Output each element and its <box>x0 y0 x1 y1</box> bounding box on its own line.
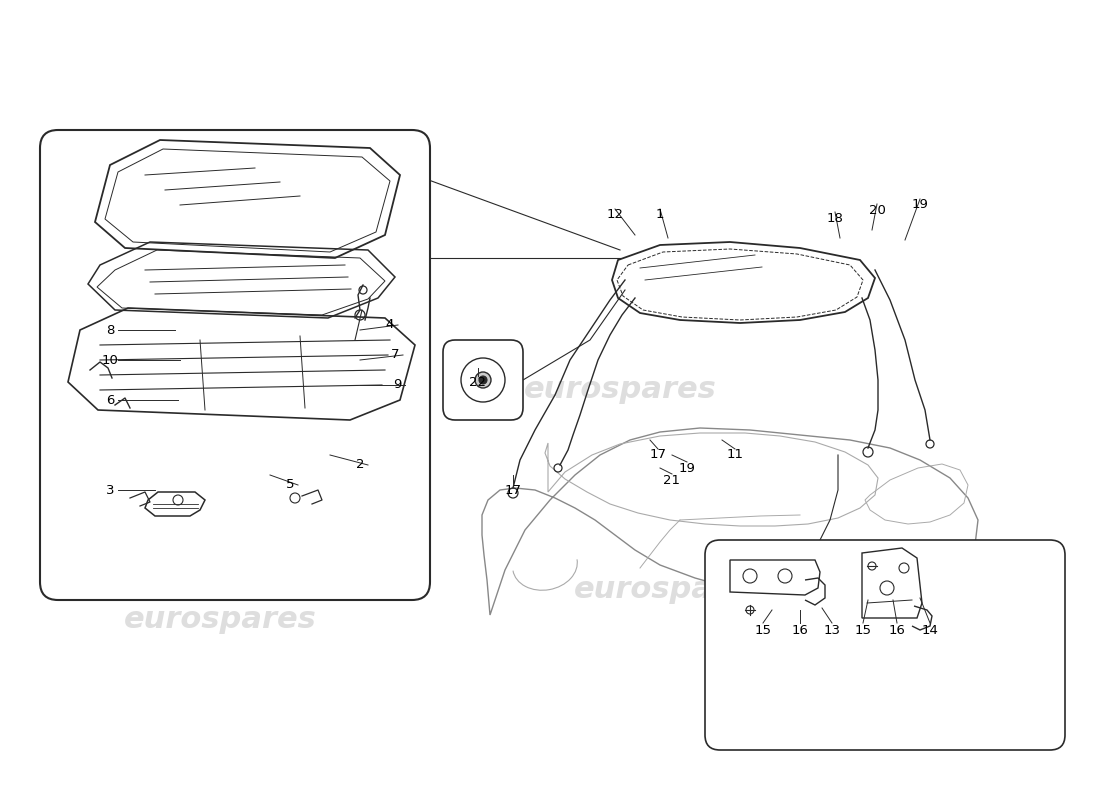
Circle shape <box>478 376 487 384</box>
Text: 14: 14 <box>922 623 938 637</box>
Text: 18: 18 <box>826 211 844 225</box>
Text: 16: 16 <box>792 623 808 637</box>
Text: 7: 7 <box>390 349 399 362</box>
Text: 8: 8 <box>106 323 114 337</box>
Text: 6: 6 <box>106 394 114 406</box>
Text: 16: 16 <box>889 623 905 637</box>
Text: 10: 10 <box>101 354 119 366</box>
Text: 2: 2 <box>355 458 364 471</box>
FancyBboxPatch shape <box>705 540 1065 750</box>
Circle shape <box>475 372 491 388</box>
Text: 1: 1 <box>656 209 664 222</box>
Text: 15: 15 <box>755 623 771 637</box>
Text: 22: 22 <box>470 375 486 389</box>
FancyBboxPatch shape <box>40 130 430 600</box>
Text: 21: 21 <box>663 474 681 486</box>
Text: 3: 3 <box>106 483 114 497</box>
Text: eurospares: eurospares <box>573 575 767 605</box>
Text: eurospares: eurospares <box>524 375 716 405</box>
Text: eurospares: eurospares <box>123 606 317 634</box>
Text: 19: 19 <box>679 462 695 474</box>
Text: 15: 15 <box>855 623 871 637</box>
Text: 4: 4 <box>386 318 394 331</box>
Text: eurospares: eurospares <box>119 406 311 434</box>
Text: 17: 17 <box>649 449 667 462</box>
Text: 19: 19 <box>912 198 928 211</box>
Text: 17: 17 <box>505 483 521 497</box>
Text: 13: 13 <box>824 623 840 637</box>
Text: 20: 20 <box>869 203 886 217</box>
Text: 5: 5 <box>286 478 295 491</box>
FancyBboxPatch shape <box>443 340 522 420</box>
Text: 9: 9 <box>393 378 402 391</box>
Text: 12: 12 <box>606 209 624 222</box>
Text: 11: 11 <box>726 449 744 462</box>
